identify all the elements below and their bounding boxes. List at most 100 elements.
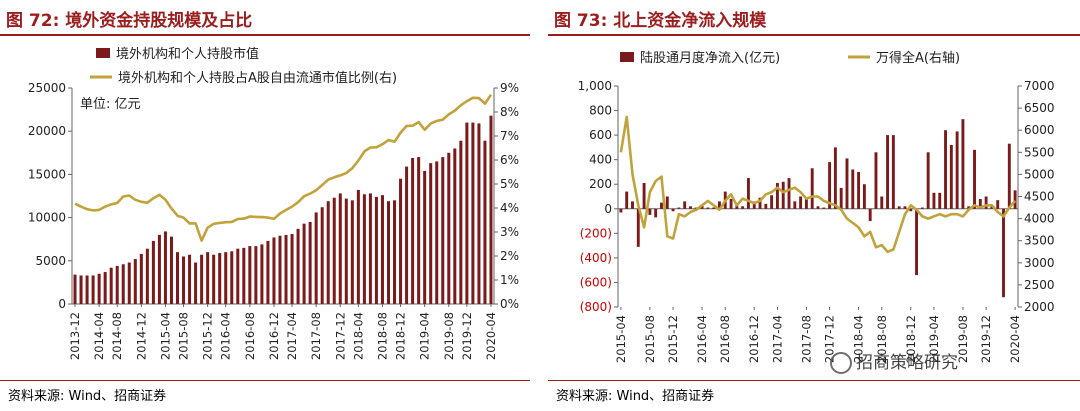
x-tick-label: 2018-12	[904, 315, 918, 363]
bar	[793, 201, 797, 209]
panel-figure-73: 图 73: 北上资金净流入规模 (800) (600) (400) (200) 0 200…	[548, 0, 1080, 411]
y-tick-label: 5000	[35, 254, 66, 268]
bar	[758, 197, 762, 209]
bar	[91, 275, 95, 304]
bar	[133, 259, 137, 304]
bar	[694, 207, 698, 209]
bar	[374, 196, 378, 304]
bar	[459, 140, 463, 304]
bar	[163, 231, 167, 304]
bar	[338, 193, 342, 304]
bar	[103, 272, 107, 304]
figure-72-source: 资料来源: Wind、招商证券	[8, 389, 167, 404]
bar	[477, 123, 481, 304]
bar	[290, 234, 294, 304]
bar	[631, 201, 634, 209]
bar	[833, 147, 837, 209]
bar	[188, 254, 192, 304]
y-tick-label: 25000	[28, 81, 66, 95]
bar	[169, 236, 173, 304]
x-tick-label: 2013-12	[68, 312, 82, 360]
x-tick-label: 2015-08	[643, 315, 657, 363]
figure-72-title: 图 72: 境外资金持股规模及占比	[6, 11, 253, 31]
bar	[677, 207, 681, 209]
x-tick-label: 2016-12	[267, 312, 281, 360]
y-tick-label: 200	[589, 177, 612, 191]
bar	[683, 201, 687, 209]
bar	[393, 200, 397, 304]
y-tick-label: 400	[589, 153, 612, 167]
bar	[955, 131, 959, 209]
bar	[254, 246, 258, 304]
x-tick-label: 2015-12	[201, 312, 215, 360]
bar	[284, 234, 288, 304]
watermark: 招商策略研究	[830, 348, 958, 374]
bar	[73, 274, 77, 304]
title-rule	[548, 34, 1080, 36]
legend-swatch-bar	[96, 48, 110, 58]
bar	[423, 170, 427, 304]
northbound-flow-chart: (800) (600) (400) (200) 0 200 400 600 800 1,000 20…	[578, 50, 1055, 363]
bar	[880, 196, 884, 209]
bar	[350, 200, 354, 304]
bar	[915, 208, 918, 276]
bar	[926, 152, 930, 209]
bar	[1007, 143, 1011, 209]
y-tick-label: 600	[589, 128, 612, 142]
bar	[417, 157, 421, 304]
y2-tick-label: 2000	[1024, 300, 1055, 314]
y2-tick-label: 6500	[1024, 101, 1055, 115]
bar	[839, 187, 843, 209]
bar	[828, 162, 832, 209]
bar	[984, 196, 988, 209]
x-tick-label: 2016-12	[747, 315, 761, 363]
bar	[260, 244, 264, 304]
bar	[447, 152, 451, 304]
bar	[386, 201, 391, 304]
bar	[182, 256, 186, 304]
x-tick-label: 2016-08	[243, 312, 257, 360]
x-tick-label: 2019-08	[956, 315, 970, 363]
bar	[489, 115, 493, 304]
bar	[302, 223, 306, 304]
y2-tick-label: 8%	[500, 105, 519, 119]
bar	[949, 144, 953, 209]
bar	[212, 254, 216, 304]
bar	[735, 205, 739, 209]
x-tick-label: 2019-12	[460, 312, 474, 360]
legend-label-line: 万得全A(右轴)	[876, 50, 960, 66]
y2-tick-label: 9%	[500, 81, 519, 95]
bar	[224, 252, 228, 304]
bar	[822, 207, 826, 209]
bar	[642, 182, 646, 209]
bar	[961, 119, 965, 209]
bar	[471, 122, 475, 304]
bar	[816, 206, 820, 209]
wechat-icon	[830, 352, 852, 374]
x-tick-label: 2016-08	[718, 315, 732, 363]
bar	[897, 206, 901, 209]
x-tick-label: 2019-08	[442, 312, 456, 360]
legend-label-bar: 境外机构和个人持股市值	[116, 46, 259, 62]
bar	[278, 235, 282, 304]
bar	[978, 198, 982, 209]
x-tick-label: 2017-04	[285, 312, 299, 360]
bar	[139, 253, 143, 304]
series-line	[619, 115, 1017, 254]
bar	[85, 275, 89, 304]
y-tick-label: (600)	[580, 275, 612, 289]
bar	[320, 207, 324, 304]
x-tick-label: 2019-12	[979, 315, 993, 363]
bar	[804, 198, 808, 209]
y2-tick-label: 4500	[1024, 190, 1055, 204]
bar	[746, 178, 750, 209]
bar	[845, 158, 849, 209]
y2-tick-label: 5%	[500, 177, 519, 191]
bar	[654, 208, 658, 218]
bar	[857, 171, 861, 209]
y2-tick-label: 0%	[500, 297, 519, 311]
y2-tick-label: 3500	[1024, 234, 1055, 248]
y2-tick-label: 5500	[1024, 145, 1055, 159]
bar	[175, 252, 180, 304]
bar	[775, 182, 779, 209]
